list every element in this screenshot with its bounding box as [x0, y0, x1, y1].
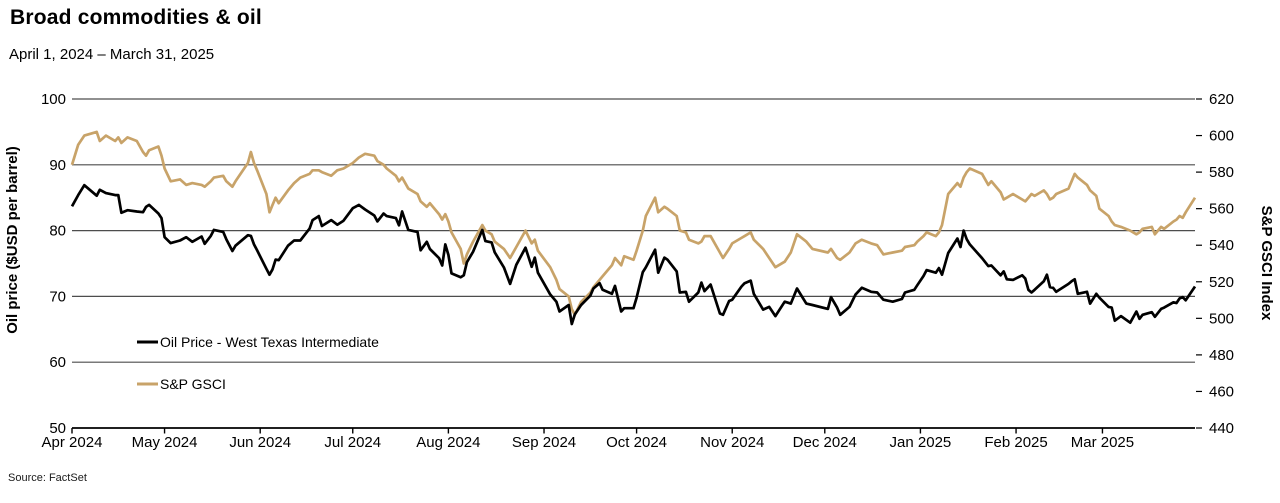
- legend-label: Oil Price - West Texas Intermediate: [160, 334, 379, 350]
- right-axis-tick-label: 440: [1209, 420, 1234, 437]
- left-axis-tick-label: 70: [49, 288, 66, 305]
- x-axis-tick-label: Feb 2025: [984, 434, 1047, 451]
- x-axis-tick-label: Jan 2025: [890, 434, 952, 451]
- right-axis-tick-label: 520: [1209, 274, 1234, 291]
- left-axis-tick-label: 100: [41, 91, 66, 108]
- right-axis-tick-label: 600: [1209, 128, 1234, 145]
- x-axis-tick-label: Oct 2024: [606, 434, 667, 451]
- right-axis-tick-label: 580: [1209, 164, 1234, 181]
- chart-title: Broad commodities & oil: [10, 6, 262, 29]
- left-axis-title: Oil price ($USD per barrel): [4, 146, 21, 334]
- left-axis-tick-label: 80: [49, 223, 66, 240]
- chart-subtitle: April 1, 2024 – March 31, 2025: [9, 46, 215, 63]
- x-axis-tick-label: Dec 2024: [793, 434, 857, 451]
- gsci-series-line: [70, 130, 1197, 317]
- x-axis-tick-label: Jul 2024: [324, 434, 381, 451]
- x-axis-tick-label: Apr 2024: [42, 434, 103, 451]
- oil-price-series-line: [70, 183, 1197, 326]
- x-axis-tick-label: May 2024: [132, 434, 198, 451]
- x-axis-tick-label: Aug 2024: [416, 434, 480, 451]
- left-axis-tick-label: 90: [49, 157, 66, 174]
- right-axis-title: S&P GSCI Index: [1258, 206, 1275, 321]
- x-axis-tick-label: Mar 2025: [1071, 434, 1134, 451]
- right-axis-tick-label: 540: [1209, 237, 1234, 254]
- legend-label: S&P GSCI: [160, 376, 226, 392]
- x-axis-tick-label: Sep 2024: [512, 434, 576, 451]
- source-note: Source: FactSet: [8, 472, 87, 484]
- right-axis-tick-label: 480: [1209, 347, 1234, 364]
- right-axis-tick-label: 500: [1209, 310, 1234, 327]
- left-axis-tick-label: 50: [49, 420, 66, 437]
- right-axis-tick-label: 560: [1209, 201, 1234, 218]
- right-axis-tick-label: 620: [1209, 91, 1234, 108]
- left-axis-tick-label: 60: [49, 354, 66, 371]
- right-axis-tick-label: 460: [1209, 383, 1234, 400]
- x-axis-tick-label: Nov 2024: [700, 434, 764, 451]
- x-axis-tick-label: Jun 2024: [229, 434, 291, 451]
